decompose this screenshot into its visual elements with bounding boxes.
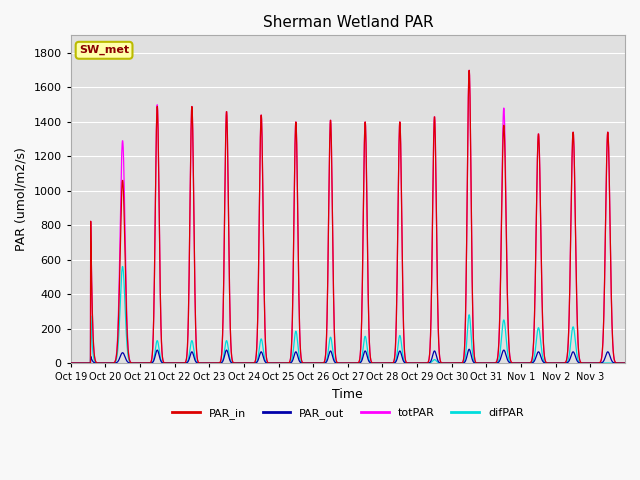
PAR_in: [465, 68, 473, 73]
totPAR: [547, 360, 554, 366]
Line: PAR_out: PAR_out: [70, 349, 625, 363]
difPAR: [547, 360, 554, 366]
PAR_in: [621, 360, 629, 366]
difPAR: [122, 331, 130, 337]
totPAR: [381, 360, 389, 366]
PAR_out: [465, 347, 473, 352]
Legend: PAR_in, PAR_out, totPAR, difPAR: PAR_in, PAR_out, totPAR, difPAR: [168, 403, 528, 423]
PAR_in: [242, 360, 250, 366]
Line: PAR_in: PAR_in: [70, 71, 625, 363]
PAR_out: [621, 360, 629, 366]
PAR_out: [614, 360, 621, 366]
PAR_out: [515, 360, 523, 366]
PAR_in: [515, 360, 523, 366]
Line: totPAR: totPAR: [70, 71, 625, 363]
Text: SW_met: SW_met: [79, 45, 129, 55]
totPAR: [614, 360, 621, 366]
difPAR: [242, 360, 250, 366]
totPAR: [67, 360, 74, 366]
PAR_in: [122, 296, 130, 302]
X-axis label: Time: Time: [332, 388, 364, 401]
PAR_in: [547, 360, 554, 366]
PAR_out: [242, 360, 250, 366]
totPAR: [515, 360, 523, 366]
totPAR: [242, 360, 250, 366]
difPAR: [67, 360, 74, 366]
difPAR: [515, 360, 523, 366]
Title: Sherman Wetland PAR: Sherman Wetland PAR: [262, 15, 433, 30]
PAR_out: [381, 360, 389, 366]
totPAR: [122, 282, 130, 288]
PAR_in: [381, 360, 389, 366]
PAR_out: [547, 360, 554, 366]
difPAR: [118, 264, 126, 269]
totPAR: [465, 68, 473, 73]
PAR_in: [614, 360, 621, 366]
totPAR: [621, 360, 629, 366]
PAR_out: [122, 357, 130, 362]
PAR_out: [67, 360, 74, 366]
Y-axis label: PAR (umol/m2/s): PAR (umol/m2/s): [15, 147, 28, 251]
difPAR: [614, 360, 621, 366]
difPAR: [381, 360, 389, 366]
Line: difPAR: difPAR: [70, 266, 625, 363]
PAR_in: [67, 360, 74, 366]
difPAR: [621, 360, 629, 366]
